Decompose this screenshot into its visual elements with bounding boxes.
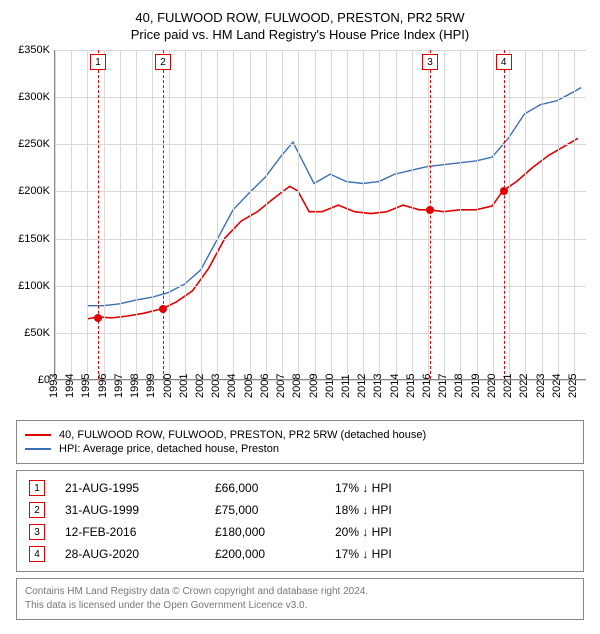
x-tick-label: 1995	[80, 374, 92, 398]
sale-marker: 1	[29, 480, 45, 496]
legend: 40, FULWOOD ROW, FULWOOD, PRESTON, PR2 5…	[16, 420, 584, 464]
sale-marker-dot	[159, 305, 167, 313]
x-tick-label: 2020	[486, 374, 498, 398]
sale-date: 21-AUG-1995	[65, 481, 215, 495]
legend-label: 40, FULWOOD ROW, FULWOOD, PRESTON, PR2 5…	[59, 429, 426, 441]
title-sub: Price paid vs. HM Land Registry's House …	[10, 27, 590, 42]
x-tick-label: 2021	[502, 374, 514, 398]
series-line	[87, 88, 581, 306]
x-tick-label: 1998	[129, 374, 141, 398]
sale-date: 12-FEB-2016	[65, 525, 215, 539]
legend-swatch	[25, 448, 51, 450]
sale-row: 3 12-FEB-2016 £180,000 20% ↓ HPI	[23, 521, 577, 543]
x-tick-label: 2016	[421, 374, 433, 398]
x-tick-label: 2008	[291, 374, 303, 398]
x-tick-label: 1996	[97, 374, 109, 398]
sale-marker-line	[98, 50, 99, 379]
legend-item: HPI: Average price, detached house, Pres…	[25, 443, 575, 455]
x-tick-label: 2010	[324, 374, 336, 398]
sale-row: 4 28-AUG-2020 £200,000 17% ↓ HPI	[23, 543, 577, 565]
x-tick-label: 2009	[308, 374, 320, 398]
sale-marker: 3	[29, 524, 45, 540]
legend-item: 40, FULWOOD ROW, FULWOOD, PRESTON, PR2 5…	[25, 429, 575, 441]
y-tick-label: £350K	[18, 44, 50, 56]
y-tick-label: £200K	[18, 185, 50, 197]
sale-diff: 18% ↓ HPI	[335, 503, 577, 517]
sale-marker: 2	[29, 502, 45, 518]
title-main: 40, FULWOOD ROW, FULWOOD, PRESTON, PR2 5…	[10, 10, 590, 25]
sale-marker-dot	[426, 206, 434, 214]
x-tick-label: 2024	[551, 374, 563, 398]
x-tick-label: 2018	[453, 374, 465, 398]
legend-swatch	[25, 434, 51, 436]
sale-row: 1 21-AUG-1995 £66,000 17% ↓ HPI	[23, 477, 577, 499]
x-tick-label: 2011	[340, 374, 352, 398]
title-block: 40, FULWOOD ROW, FULWOOD, PRESTON, PR2 5…	[10, 10, 590, 42]
sale-marker-dot	[94, 314, 102, 322]
x-tick-label: 2003	[210, 374, 222, 398]
footer-line: This data is licensed under the Open Gov…	[25, 599, 575, 613]
footer: Contains HM Land Registry data © Crown c…	[16, 578, 584, 620]
x-tick-label: 2007	[275, 374, 287, 398]
x-tick-label: 2001	[178, 374, 190, 398]
y-tick-label: £300K	[18, 91, 50, 103]
sale-price: £75,000	[215, 503, 335, 517]
line-series	[55, 50, 586, 379]
sale-marker-badge: 1	[90, 54, 106, 70]
x-tick-label: 2004	[226, 374, 238, 398]
plot-area: 1 2 3 4	[54, 50, 586, 380]
legend-label: HPI: Average price, detached house, Pres…	[59, 443, 279, 455]
y-tick-label: £50K	[24, 327, 50, 339]
x-tick-label: 2002	[194, 374, 206, 398]
sale-date: 31-AUG-1999	[65, 503, 215, 517]
x-axis: 1993199419951996199719981999200020012002…	[54, 380, 586, 410]
sale-marker: 4	[29, 546, 45, 562]
sale-marker-badge: 2	[155, 54, 171, 70]
x-tick-label: 2014	[389, 374, 401, 398]
x-tick-label: 2005	[243, 374, 255, 398]
sale-price: £200,000	[215, 547, 335, 561]
sale-row: 2 31-AUG-1999 £75,000 18% ↓ HPI	[23, 499, 577, 521]
sale-marker-dot	[500, 187, 508, 195]
x-tick-label: 2023	[535, 374, 547, 398]
x-tick-label: 2013	[372, 374, 384, 398]
x-tick-label: 2012	[356, 374, 368, 398]
sale-diff: 17% ↓ HPI	[335, 481, 577, 495]
y-tick-label: £250K	[18, 138, 50, 150]
x-tick-label: 2025	[567, 374, 579, 398]
y-axis: £0£50K£100K£150K£200K£250K£300K£350K	[10, 50, 54, 380]
sale-price: £66,000	[215, 481, 335, 495]
footer-line: Contains HM Land Registry data © Crown c…	[25, 585, 575, 599]
sale-marker-line	[430, 50, 431, 379]
x-tick-label: 1993	[48, 374, 60, 398]
chart: £0£50K£100K£150K£200K£250K£300K£350K 123…	[10, 50, 590, 410]
sale-diff: 20% ↓ HPI	[335, 525, 577, 539]
sale-marker-badge: 3	[422, 54, 438, 70]
sale-price: £180,000	[215, 525, 335, 539]
y-tick-label: £150K	[18, 233, 50, 245]
x-tick-label: 2022	[518, 374, 530, 398]
y-tick-label: £100K	[18, 280, 50, 292]
x-tick-label: 1997	[113, 374, 125, 398]
x-tick-label: 2015	[405, 374, 417, 398]
sale-marker-badge: 4	[496, 54, 512, 70]
x-tick-label: 1994	[64, 374, 76, 398]
sale-marker-line	[163, 50, 164, 379]
sale-date: 28-AUG-2020	[65, 547, 215, 561]
x-tick-label: 2000	[162, 374, 174, 398]
sale-diff: 17% ↓ HPI	[335, 547, 577, 561]
sales-table: 1 21-AUG-1995 £66,000 17% ↓ HPI 2 31-AUG…	[16, 470, 584, 572]
chart-container: 40, FULWOOD ROW, FULWOOD, PRESTON, PR2 5…	[0, 0, 600, 634]
sale-marker-line	[504, 50, 505, 379]
x-tick-label: 2006	[259, 374, 271, 398]
x-tick-label: 2017	[437, 374, 449, 398]
x-tick-label: 1999	[145, 374, 157, 398]
x-tick-label: 2019	[470, 374, 482, 398]
